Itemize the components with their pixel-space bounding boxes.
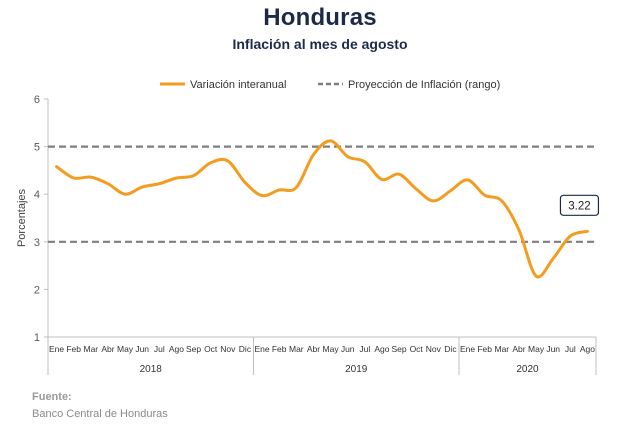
x-tick-label: Ene [255,344,270,354]
x-tick-label: Feb [66,344,81,354]
data-point [432,200,435,203]
y-tick-label: 1 [34,332,40,344]
x-tick-label: Sep [186,344,201,354]
x-tick-label: Jul [154,344,165,354]
data-point [586,230,589,233]
data-point [483,194,486,197]
data-point [346,155,349,158]
x-tick-label: Abr [512,344,525,354]
series-line [55,139,589,279]
data-point [295,186,298,189]
chart-title: Honduras [263,4,377,31]
data-point [55,165,58,168]
x-tick-label: Ago [374,344,389,354]
data-point [552,257,555,260]
y-tick-label: 3 [34,237,40,249]
y-axis-title: Porcentajes [16,188,28,247]
data-point [329,140,332,143]
x-tick-label: Jul [565,344,576,354]
data-point [569,235,572,238]
x-tick-label: May [117,344,134,354]
x-tick-label: Oct [204,344,218,354]
x-tick-label: Mar [494,344,509,354]
data-point [449,190,452,193]
data-point [90,176,93,179]
x-tick-label: Mar [83,344,98,354]
data-point [244,181,247,184]
data-point [466,179,469,182]
y-tick-label: 5 [34,142,40,154]
year-label: 2020 [516,364,539,375]
x-tick-label: Feb [477,344,492,354]
x-tick-label: Jul [359,344,370,354]
x-tick-label: Ago [580,344,595,354]
data-point [72,177,75,180]
year-label: 2019 [345,364,368,375]
x-tick-label: Abr [307,344,320,354]
data-point [175,177,178,180]
data-point [501,200,504,203]
x-tick-label: May [528,344,545,354]
data-point [518,229,521,232]
x-tick-label: May [323,344,340,354]
x-tick-label: Oct [410,344,424,354]
x-tick-label: Sep [392,344,407,354]
x-tick-label: Ene [460,344,475,354]
data-point [415,188,418,191]
x-tick-label: Ago [169,344,184,354]
value-callout-box [559,194,600,216]
data-point [261,194,264,197]
x-tick-label: Nov [220,344,236,354]
x-tick-label: Dic [239,344,252,354]
y-tick-label: 4 [34,189,40,201]
x-tick-label: Abr [101,344,114,354]
data-point [192,174,195,177]
value-callout-label: 3.22 [568,200,590,212]
x-tick-label: Feb [272,344,287,354]
data-point [107,182,110,185]
legend-projection-label: Proyección de Inflación (rango) [348,79,500,91]
x-tick-label: Mar [289,344,304,354]
data-point [158,182,161,185]
source-label: Fuente: [32,391,72,403]
data-point [124,193,127,196]
year-label: 2018 [140,364,163,375]
y-tick-label: 2 [34,284,40,296]
data-point [209,162,212,165]
x-tick-label: Jun [341,344,355,354]
data-point [535,275,538,278]
data-point [227,160,230,163]
data-point [278,189,281,192]
x-tick-label: Jun [546,344,560,354]
source-text: Banco Central de Honduras [32,408,168,420]
legend-series-label: Variación interanual [190,79,286,91]
x-tick-label: Dic [444,344,457,354]
data-point [398,173,401,176]
y-tick-label: 6 [34,94,40,106]
x-tick-label: Nov [426,344,442,354]
x-tick-label: Ene [49,344,64,354]
data-point [141,186,144,189]
data-point [312,153,315,156]
data-point [364,161,367,164]
chart-subtitle: Inflación al mes de agosto [232,36,408,52]
x-tick-label: Jun [135,344,149,354]
data-point [381,178,384,181]
